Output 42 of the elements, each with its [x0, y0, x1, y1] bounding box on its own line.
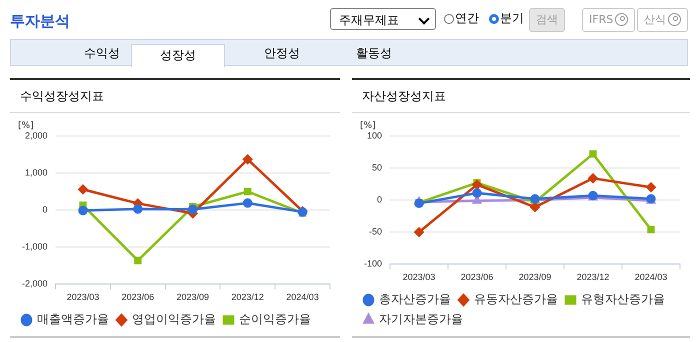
y-tick-label: 100: [366, 130, 382, 140]
text: 연간: [455, 10, 479, 27]
x-tick-label: 2024/03: [634, 272, 668, 282]
text: 분기: [500, 10, 524, 27]
text: 검색: [529, 8, 565, 32]
y-tick-label: 0: [42, 204, 48, 215]
y-tick-label: 50: [372, 162, 382, 173]
y-axis-title: [%]: [360, 120, 376, 131]
text: IFRS: [589, 13, 614, 26]
y-tick-label: -50: [369, 226, 382, 237]
legend-label: 자기자본증가율: [379, 312, 463, 326]
legend-label: 영업이익증가율: [132, 312, 216, 326]
y-tick-label: 0: [377, 194, 382, 205]
legend-label: 총자산증가율: [379, 292, 451, 306]
y-tick-label: 2,000: [24, 130, 48, 140]
x-tick-label: 2023/09: [176, 292, 210, 302]
text: 활동성: [355, 45, 393, 62]
legend-label: 유형자산증가율: [581, 292, 665, 306]
x-tick-label: 2023/06: [122, 292, 154, 302]
x-tick-label: 2023/03: [402, 272, 436, 282]
y-axis-title: [%]: [18, 120, 34, 131]
chart-title: 수익성장성지표: [10, 80, 340, 113]
x-tick-label: 2023/06: [460, 272, 494, 282]
y-tick-label: 1,000: [24, 168, 48, 178]
x-tick-label: 2023/12: [576, 272, 610, 282]
legend-label: 유동자산증가율: [474, 292, 558, 306]
chart-title: 자산성장성지표: [352, 80, 690, 113]
x-tick-label: 2023/03: [66, 292, 100, 302]
text: 투자분석: [10, 12, 70, 31]
text: 성장성: [131, 44, 225, 67]
y-tick-label: -100: [364, 258, 382, 269]
text: 안정성: [263, 45, 301, 62]
x-tick-label: 2023/09: [518, 272, 552, 282]
x-tick-label: 2024/03: [286, 292, 319, 302]
text: 수익성: [83, 45, 121, 62]
text: 산식: [644, 13, 666, 26]
legend-label: 순이익증가율: [239, 312, 311, 326]
y-tick-label: -1,000: [22, 242, 48, 252]
legend-label: 매출액증가율: [37, 312, 109, 326]
x-tick-label: 2023/12: [231, 292, 264, 302]
text: 주재무제표: [330, 8, 436, 30]
y-tick-label: -2,000: [22, 278, 48, 289]
